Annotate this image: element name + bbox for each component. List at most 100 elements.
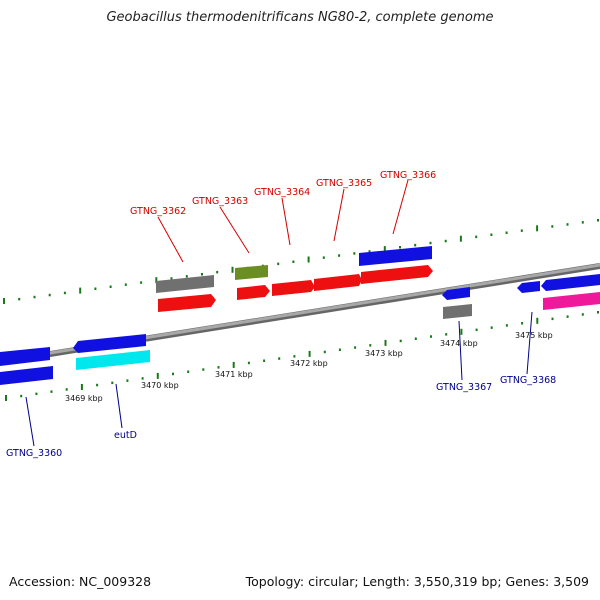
major-tick: [536, 317, 539, 324]
scale-label-3475: 3475 kbp: [515, 331, 553, 340]
tick-row-top: [3, 219, 599, 304]
minor-tick: [505, 324, 508, 327]
minor-tick: [187, 370, 190, 373]
minor-tick: [520, 229, 523, 232]
minor-tick: [551, 225, 554, 228]
feature-gtng-3363-olive[interactable]: [235, 265, 268, 280]
minor-tick: [124, 283, 127, 286]
gene-label-gtng-3363[interactable]: GTNG_3363: [192, 196, 248, 207]
minor-tick: [429, 241, 432, 245]
feature-eutd-cyan[interactable]: [76, 350, 150, 370]
feature-gtng-3363-red[interactable]: [237, 285, 270, 300]
major-tick: [231, 266, 234, 273]
minor-tick: [96, 383, 99, 387]
feature-gtng-3360-blue-upper[interactable]: [0, 347, 50, 366]
minor-tick: [338, 348, 341, 351]
feature-gtng-3364-red[interactable]: [272, 280, 315, 296]
minor-tick: [94, 287, 97, 290]
genome-summary-text: Topology: circular; Length: 3,550,319 bp…: [245, 574, 589, 589]
minor-tick: [111, 381, 114, 385]
major-tick: [383, 246, 386, 253]
scale-labels: 3469 kbp 3470 kbp 3471 kbp 3472 kbp 3473…: [65, 331, 553, 403]
major-tick: [5, 395, 7, 401]
feature-gtng-3368-blue-b[interactable]: [541, 274, 600, 291]
feature-gtng-3368-pink[interactable]: [543, 292, 600, 310]
gene-label-eutd[interactable]: eutD: [114, 430, 137, 441]
feature-gtng-3362-red[interactable]: [158, 294, 216, 312]
gene-label-gtng-3360[interactable]: GTNG_3360: [6, 448, 62, 459]
feature-gtng-3360-blue-lower[interactable]: [0, 366, 53, 385]
minor-tick: [430, 335, 432, 338]
scale-label-3474: 3474 kbp: [440, 339, 478, 348]
minor-tick: [109, 285, 112, 288]
feature-gtng-3366-red[interactable]: [361, 265, 433, 284]
minor-tick: [247, 361, 250, 365]
minor-tick: [33, 295, 36, 299]
feature-eutd-blue[interactable]: [73, 334, 146, 353]
minor-tick: [20, 394, 23, 398]
minor-tick: [399, 339, 402, 343]
feature-gtng-3368-blue-a[interactable]: [517, 281, 540, 293]
major-tick: [80, 384, 83, 390]
gene-label-gtng-3367[interactable]: GTNG_3367: [436, 382, 492, 393]
minor-tick: [217, 366, 220, 369]
tick-row-bottom: [5, 311, 599, 401]
minor-tick: [201, 273, 203, 276]
minor-tick: [445, 333, 448, 336]
accession-text: Accession: NC_009328: [9, 574, 152, 589]
minor-tick: [322, 256, 325, 259]
major-tick: [3, 298, 5, 304]
minor-tick: [50, 390, 53, 393]
major-tick: [384, 339, 387, 346]
minor-tick: [354, 346, 357, 349]
gene-label-gtng-3364[interactable]: GTNG_3364: [254, 187, 310, 198]
major-tick: [232, 361, 235, 368]
major-tick: [308, 350, 311, 357]
minor-tick: [399, 246, 401, 249]
minor-tick: [18, 297, 21, 301]
scale-label-3471: 3471 kbp: [215, 370, 253, 379]
scale-label-3469: 3469 kbp: [65, 394, 103, 403]
minor-tick: [292, 260, 295, 263]
minor-tick: [414, 337, 417, 340]
minor-tick: [35, 392, 38, 396]
major-tick: [79, 287, 82, 294]
minor-tick: [444, 239, 447, 243]
major-tick: [156, 372, 159, 379]
leader-lines-bottom: [25, 311, 533, 447]
minor-tick: [338, 254, 341, 257]
scale-label-3473: 3473 kbp: [365, 349, 403, 358]
minor-tick: [505, 231, 508, 234]
scale-label-3470: 3470 kbp: [141, 381, 179, 390]
minor-tick: [566, 223, 569, 226]
gene-label-gtng-3365[interactable]: GTNG_3365: [316, 178, 372, 189]
minor-tick: [63, 291, 66, 295]
scale-label-3472: 3472 kbp: [290, 359, 328, 368]
feature-gtng-3366-blue[interactable]: [359, 246, 432, 266]
gene-label-gtng-3366[interactable]: GTNG_3366: [380, 170, 436, 181]
minor-tick: [278, 357, 281, 360]
gene-label-gtng-3368[interactable]: GTNG_3368: [500, 375, 556, 386]
minor-tick: [172, 372, 174, 376]
gene-label-gtng-3362[interactable]: GTNG_3362: [130, 206, 186, 217]
feature-row-inner-forward: [158, 265, 433, 312]
gene-labels-top: GTNG_3362 GTNG_3363 GTNG_3364 GTNG_3365 …: [130, 170, 436, 217]
major-tick: [459, 235, 462, 242]
feature-gtng-3367-gray[interactable]: [443, 304, 472, 319]
minor-tick: [170, 277, 173, 280]
minor-tick: [414, 243, 417, 247]
major-tick: [307, 256, 310, 263]
feature-row-outer-forward: [156, 246, 432, 293]
minor-tick: [581, 221, 584, 224]
feature-row-reverse: [0, 274, 600, 385]
feature-gtng-3362-gray[interactable]: [156, 275, 214, 293]
feature-gtng-3365-red[interactable]: [314, 274, 362, 291]
major-tick: [155, 277, 158, 284]
minor-tick: [369, 344, 372, 347]
minor-tick: [475, 328, 478, 332]
page-title: Geobacillus thermodenitrificans NG80-2, …: [106, 10, 494, 25]
minor-tick: [551, 317, 554, 321]
minor-tick: [597, 311, 599, 314]
feature-gtng-3367-blue[interactable]: [442, 287, 470, 300]
